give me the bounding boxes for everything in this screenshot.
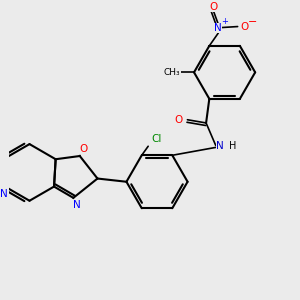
Text: O: O [79,144,87,154]
Text: CH₃: CH₃ [164,68,181,77]
Text: N: N [214,23,222,33]
Text: +: + [221,17,228,26]
Text: N: N [216,141,224,151]
Text: O: O [209,2,217,12]
Text: O: O [241,22,249,32]
Text: Cl: Cl [152,134,162,143]
Text: −: − [248,17,257,27]
Text: N: N [0,189,7,199]
Text: O: O [175,115,183,125]
Text: N: N [73,200,81,210]
Text: H: H [229,141,236,151]
